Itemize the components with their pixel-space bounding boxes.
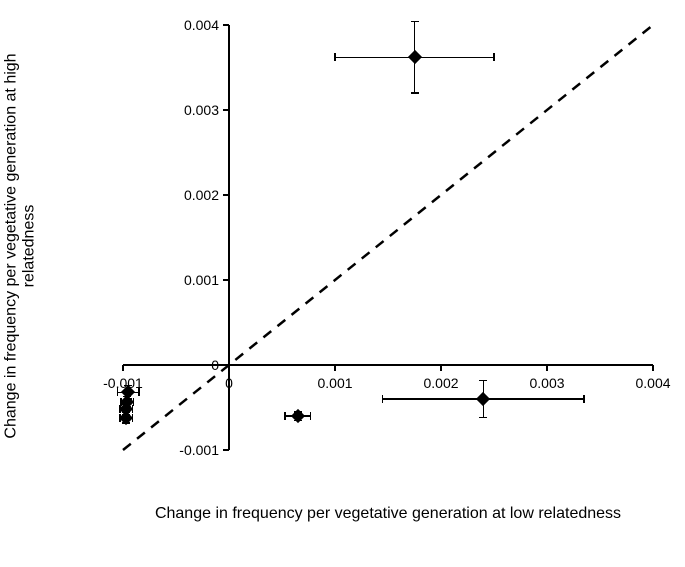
x-tick-label: 0.004 <box>635 375 670 391</box>
x-error-cap <box>310 412 312 420</box>
y-tick-label: 0.002 <box>184 187 219 203</box>
x-tick <box>122 365 124 371</box>
x-tick <box>334 365 336 371</box>
y-tick-label: -0.001 <box>179 442 219 458</box>
x-tick-label: 0.002 <box>423 375 458 391</box>
y-tick-label: 0 <box>211 357 219 373</box>
y-tick <box>223 194 229 196</box>
x-tick <box>440 365 442 371</box>
x-tick-label: 0.003 <box>529 375 564 391</box>
y-error-cap <box>411 21 419 23</box>
x-tick-label: 0.001 <box>317 375 352 391</box>
x-error-cap <box>493 53 495 61</box>
x-tick <box>228 365 230 371</box>
x-error-cap <box>138 388 140 396</box>
y-error-cap <box>479 380 487 382</box>
y-tick <box>223 364 229 366</box>
y-tick <box>223 279 229 281</box>
x-axis-title: Change in frequency per vegetative gener… <box>93 505 683 523</box>
x-error-cap <box>334 53 336 61</box>
x-error-cap <box>284 412 286 420</box>
y-tick <box>223 449 229 451</box>
x-tick <box>652 365 654 371</box>
y-tick-label: 0.004 <box>184 17 219 33</box>
x-error-cap <box>117 388 119 396</box>
y-error-cap <box>411 92 419 94</box>
x-axis-line <box>123 364 653 366</box>
x-error-cap <box>583 395 585 403</box>
y-tick-label: 0.003 <box>184 102 219 118</box>
y-axis-title: Change in frequency per vegetative gener… <box>2 33 38 458</box>
y-tick-label: 0.001 <box>184 272 219 288</box>
y-error-cap <box>479 417 487 419</box>
chart-container: Change in frequency per vegetative gener… <box>0 0 685 567</box>
y-tick <box>223 109 229 111</box>
y-tick <box>223 24 229 26</box>
x-error-cap <box>382 395 384 403</box>
plot-area <box>123 25 653 450</box>
x-tick-label: 0 <box>225 375 233 391</box>
x-tick <box>546 365 548 371</box>
